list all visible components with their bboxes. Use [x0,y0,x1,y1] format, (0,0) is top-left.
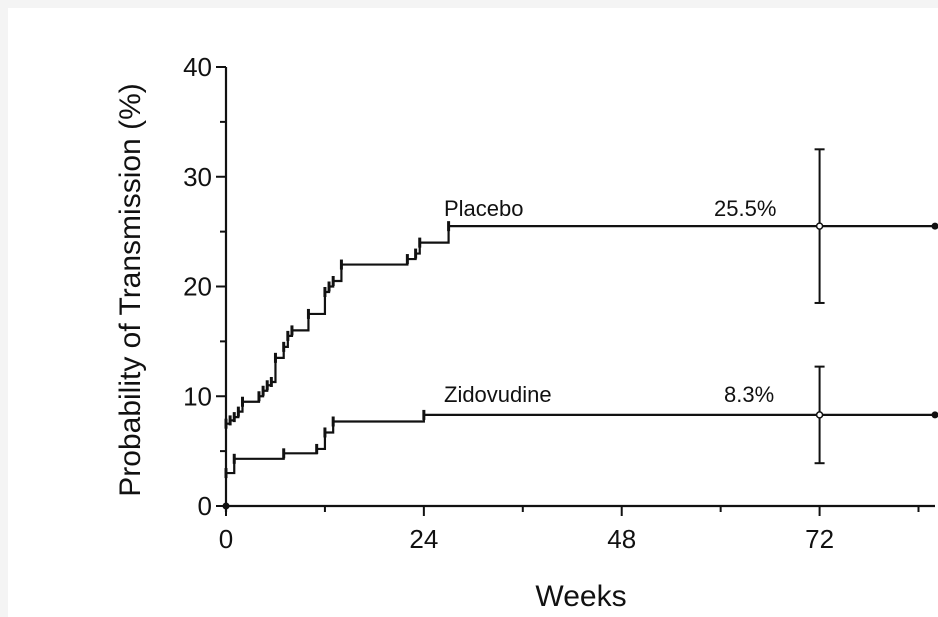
series-line-placebo [226,225,935,425]
error-point-zidovudine [815,411,824,419]
y-tick-label: 30 [183,162,212,192]
series-line-zidovudine [226,413,935,475]
x-axis-title: Weeks [535,580,626,613]
y-tick-label: 20 [183,272,212,302]
final-value-label-zidovudine: 8.3% [724,382,774,407]
x-tick-label: 0 [219,524,233,554]
y-axis-title: Probability of Transmission (%) [114,83,147,496]
end-marker-zidovudine [931,411,938,419]
y-tick-label: 0 [198,491,212,521]
x-tick-label: 72 [805,524,834,554]
y-tick-label: 10 [183,381,212,411]
end-marker-placebo [931,222,938,230]
series-layer [224,148,938,479]
x-tick-label: 48 [607,524,636,554]
origin-marker [222,502,230,510]
chart-svg: 0 10 20 30 40 0 24 48 72 Weeks Probability of Tr… [114,52,938,613]
final-value-label-placebo: 25.5% [714,196,776,221]
chart-figure: 0 10 20 30 40 0 24 48 72 Weeks Probability of Tr… [8,8,938,617]
error-point-placebo [815,222,824,230]
series-label-placebo: Placebo [444,196,524,221]
y-tick-label: 40 [183,52,212,82]
axes: 0 10 20 30 40 0 24 48 72 [183,52,935,554]
x-tick-label: 24 [409,524,438,554]
series-label-zidovudine: Zidovudine [444,382,552,407]
